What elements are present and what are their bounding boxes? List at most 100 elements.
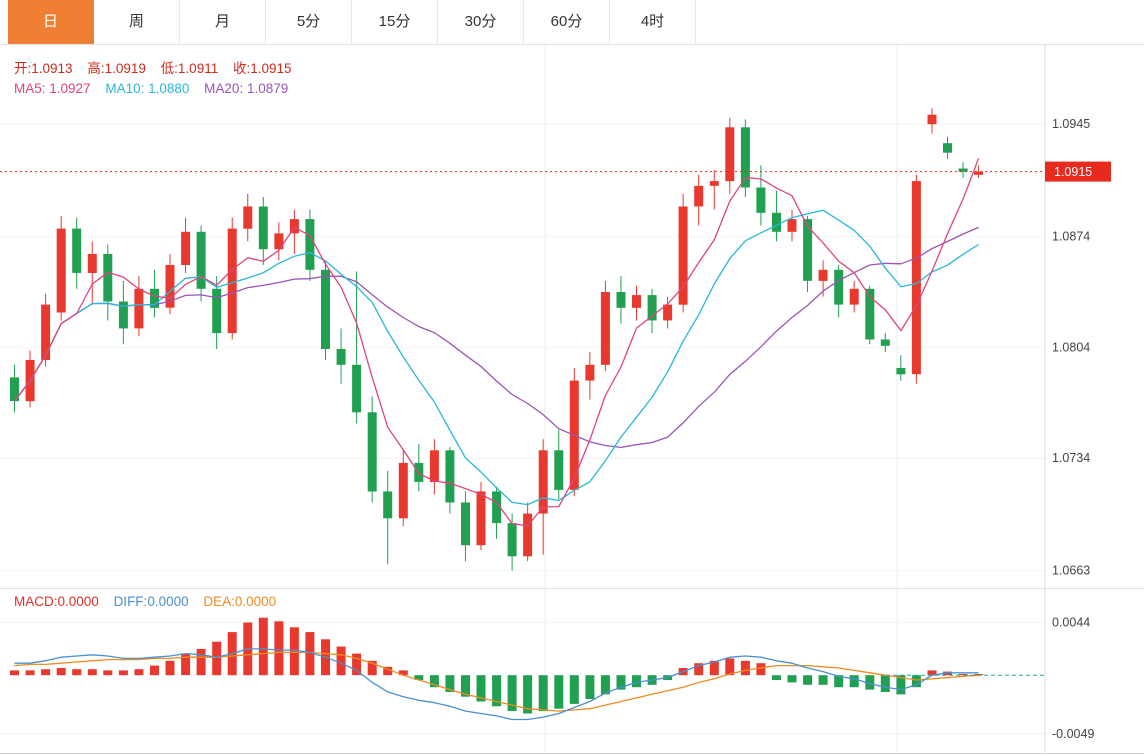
diff-value: 0.0000 — [147, 594, 189, 609]
candle — [227, 217, 237, 340]
candle — [25, 350, 35, 408]
macd-histogram-bar — [725, 658, 735, 676]
macd-value: 0.0000 — [57, 594, 99, 609]
candle — [585, 352, 595, 400]
price-tick-label: 1.0804 — [1052, 340, 1090, 354]
candle — [663, 296, 673, 329]
candle-body — [943, 143, 952, 153]
candle — [461, 491, 470, 562]
macd-readout: MACD:0.0000 — [14, 594, 99, 609]
open-label: 开: — [14, 61, 32, 76]
candle — [336, 328, 346, 384]
current-price-tag — [1045, 161, 1111, 182]
candle — [647, 288, 657, 334]
macd-histogram-bar — [569, 675, 579, 704]
candle-body — [663, 304, 673, 321]
macd-histogram-bar — [274, 621, 284, 676]
candle — [165, 254, 175, 315]
tab-日[interactable]: 日 — [8, 0, 94, 44]
tab-15分[interactable]: 15分 — [352, 0, 438, 44]
high-value: 1.0919 — [104, 61, 146, 76]
macd-histogram-bar — [849, 675, 859, 688]
candle-body — [118, 301, 128, 329]
timeframe-tabbar: 日周月 5分 15分 30分 60分 4时 — [0, 0, 1144, 45]
candle — [756, 165, 766, 226]
macd-histogram-bar — [414, 675, 424, 680]
candle — [554, 429, 564, 500]
macd-histogram-bar — [476, 675, 486, 702]
candle — [103, 244, 113, 321]
candle — [321, 260, 330, 360]
tab-30分[interactable]: 30分 — [438, 0, 524, 44]
macd-histogram-bar — [600, 675, 610, 695]
open-readout: 开:1.0913 — [14, 61, 73, 76]
candle — [56, 216, 66, 321]
macd-histogram-bar — [694, 663, 704, 676]
dea-line — [14, 651, 979, 712]
candle — [694, 174, 704, 226]
macd-histogram-bar — [538, 675, 548, 712]
macd-histogram-bar — [118, 670, 128, 676]
candle-body — [87, 254, 97, 273]
candle-body — [974, 171, 984, 175]
tab-4时[interactable]: 4时 — [610, 0, 696, 44]
tab-5分[interactable]: 5分 — [266, 0, 352, 44]
candle — [492, 486, 502, 539]
macd-histogram-bar — [72, 669, 82, 676]
ma20-readout: MA20: 1.0879 — [204, 81, 288, 96]
macd-histogram-bar — [41, 669, 51, 676]
candle-body — [600, 292, 610, 365]
candle — [398, 450, 408, 527]
tab-周[interactable]: 周 — [94, 0, 180, 44]
candle-body — [538, 450, 548, 514]
macd-histogram-bar — [507, 675, 517, 712]
tab-月[interactable]: 月 — [180, 0, 266, 44]
macd-tick-label: 0.0044 — [1052, 616, 1090, 630]
candle — [134, 276, 144, 337]
ma20-label: MA20: — [204, 81, 247, 96]
candle-body — [818, 269, 828, 281]
candle-body — [849, 288, 859, 305]
macd-histogram-bar — [352, 653, 362, 676]
candle-body — [181, 231, 191, 265]
macd-histogram-bar — [289, 627, 299, 676]
ma20-line — [13, 226, 979, 449]
diff-readout: DIFF:0.0000 — [114, 594, 189, 609]
macd-histogram-bar — [958, 674, 968, 676]
tab-60分[interactable]: 60分 — [524, 0, 610, 44]
candle-body — [352, 364, 362, 413]
candle-body — [756, 187, 766, 213]
macd-histogram-bar — [87, 669, 97, 676]
candle-body — [678, 206, 688, 305]
candle — [600, 280, 610, 372]
ma5-line — [13, 158, 980, 527]
candle-body — [305, 219, 315, 270]
candle — [118, 280, 128, 345]
candle — [476, 481, 486, 550]
close-value: 1.0915 — [250, 61, 292, 76]
candle-body — [725, 127, 735, 182]
macd-histogram-bar — [523, 675, 533, 714]
candle-body — [880, 339, 890, 346]
ma20-value: 1.0879 — [246, 81, 289, 96]
candlestick-chart[interactable]: 1.0945 1.0874 1.0804 1.0734 1.0663 1.0915 — [0, 45, 1144, 588]
macd-histogram-bar — [818, 675, 828, 685]
macd-histogram-bar — [445, 675, 455, 692]
candle-body — [787, 219, 797, 232]
candle — [367, 396, 377, 503]
candle — [352, 271, 362, 424]
macd-histogram-bar — [461, 675, 470, 697]
macd-histogram-bar — [865, 675, 875, 690]
macd-histogram-bar — [165, 660, 175, 676]
macd-histogram-bar — [803, 675, 813, 685]
macd-chart[interactable]: 0.0044 -0.0049 — [0, 589, 1144, 753]
macd-histogram-bar — [103, 670, 113, 676]
macd-histogram-bar — [398, 670, 408, 676]
candle-body — [865, 288, 875, 340]
candle — [849, 280, 859, 313]
low-readout: 低:1.0911 — [161, 61, 219, 76]
candle-body — [632, 295, 641, 308]
candle — [958, 162, 968, 178]
candle — [772, 190, 781, 242]
